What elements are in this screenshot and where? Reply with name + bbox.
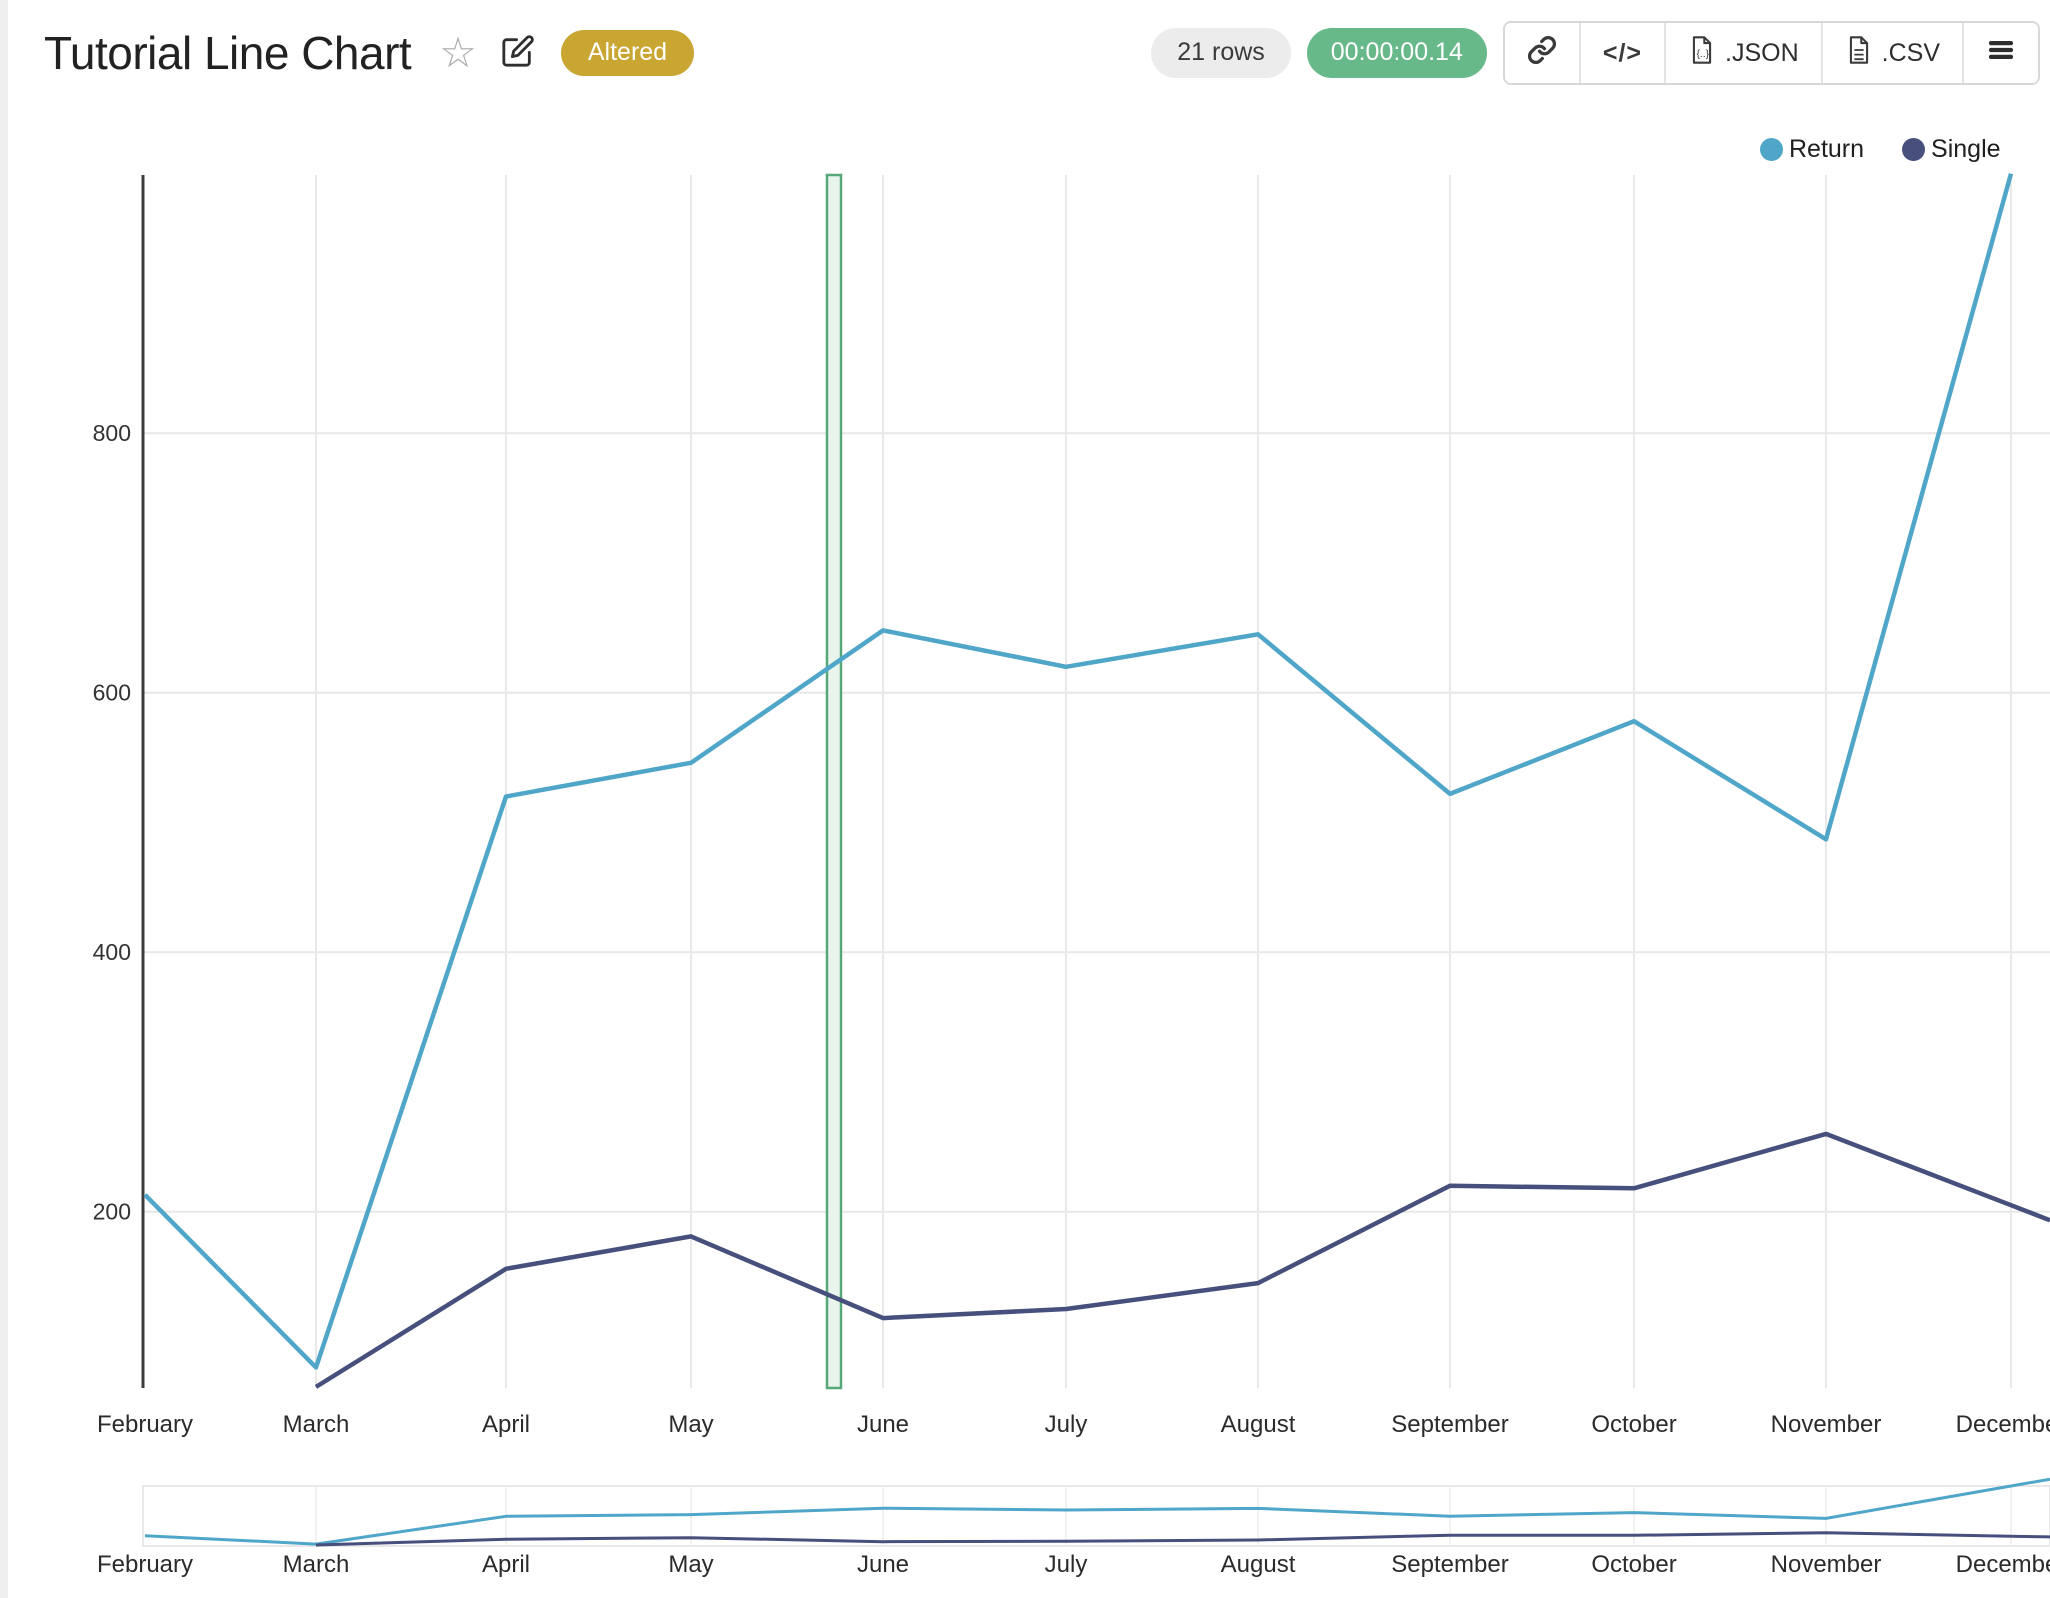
x-tick-label: August bbox=[1221, 1411, 1296, 1438]
export-json-button[interactable]: {..} .JSON bbox=[1664, 23, 1821, 83]
link-icon bbox=[1527, 35, 1557, 72]
x-tick-label: December bbox=[1956, 1411, 2050, 1438]
window-left-edge bbox=[0, 0, 8, 1598]
rangeslider-tick-label: September bbox=[1391, 1551, 1508, 1578]
rangeslider-tick-label: July bbox=[1045, 1551, 1088, 1578]
runtime-badge: 00:00:00.14 bbox=[1306, 28, 1487, 78]
legend-item-return[interactable]: Return bbox=[1760, 135, 1864, 164]
legend-dot-return bbox=[1760, 138, 1783, 161]
highlight-band[interactable] bbox=[825, 173, 843, 1390]
more-menu-button[interactable] bbox=[1962, 23, 2038, 83]
rangeslider-tick-label: October bbox=[1591, 1551, 1676, 1578]
rangeslider-tick-label: December bbox=[1956, 1551, 2050, 1578]
header: Tutorial Line Chart ☆ Altered 21 rows 00… bbox=[8, 0, 2050, 106]
file-json-icon: {..} bbox=[1688, 35, 1716, 72]
y-tick-label: 400 bbox=[93, 939, 131, 965]
chart-legend: Return Single bbox=[1760, 135, 2001, 164]
rangeslider-tick-label: November bbox=[1771, 1551, 1882, 1578]
rangeslider-frame[interactable] bbox=[142, 1485, 2050, 1547]
x-tick-label: February bbox=[97, 1411, 193, 1438]
series-line-single[interactable] bbox=[314, 1131, 2050, 1389]
export-csv-button[interactable]: .CSV bbox=[1820, 23, 1962, 83]
series-line-return[interactable] bbox=[143, 173, 2014, 1370]
copy-link-button[interactable] bbox=[1504, 23, 1579, 83]
star-icon[interactable]: ☆ bbox=[439, 29, 477, 76]
x-tick-label: May bbox=[668, 1411, 713, 1438]
hamburger-icon bbox=[1986, 35, 2016, 72]
row-count-badge: 21 rows bbox=[1151, 28, 1291, 78]
legend-label-return: Return bbox=[1789, 135, 1865, 163]
x-tick-label: November bbox=[1771, 1411, 1882, 1438]
x-tick-label: September bbox=[1391, 1411, 1508, 1438]
rangeslider-tick-label: April bbox=[482, 1551, 530, 1578]
rangeslider-tick-label: June bbox=[857, 1551, 909, 1578]
rangeslider-tick-label: February bbox=[97, 1551, 193, 1578]
x-tick-label: April bbox=[482, 1411, 530, 1438]
x-tick-label: July bbox=[1045, 1411, 1088, 1438]
rangeslider-line-return bbox=[144, 1477, 2050, 1546]
file-csv-icon bbox=[1845, 35, 1873, 72]
rangeslider-tick-label: May bbox=[668, 1551, 713, 1578]
code-icon: </> bbox=[1602, 38, 1643, 67]
edit-pencil-icon bbox=[501, 34, 535, 73]
x-tick-label: June bbox=[857, 1411, 909, 1438]
export-csv-label: .CSV bbox=[1881, 38, 1940, 67]
x-tick-label: March bbox=[283, 1411, 350, 1438]
y-tick-label: 600 bbox=[93, 680, 131, 706]
legend-dot-single bbox=[1902, 138, 1926, 161]
altered-status-badge: Altered bbox=[560, 30, 695, 76]
embed-code-button[interactable]: </> bbox=[1578, 23, 1665, 83]
rangeslider-tick-label: August bbox=[1221, 1551, 1296, 1578]
page-title: Tutorial Line Chart bbox=[44, 27, 412, 79]
legend-label-single: Single bbox=[1931, 135, 2001, 163]
edit-button[interactable] bbox=[501, 34, 535, 73]
export-toolbar: </> {..} .JSON bbox=[1502, 21, 2040, 85]
x-tick-label: October bbox=[1591, 1411, 1676, 1438]
header-right-cluster: 21 rows 00:00:00.14 </> bbox=[1151, 21, 2040, 85]
y-tick-label: 800 bbox=[93, 420, 131, 446]
svg-text:{..}: {..} bbox=[1696, 48, 1709, 59]
rangeslider-tick-label: March bbox=[283, 1551, 350, 1578]
legend-item-single[interactable]: Single bbox=[1902, 135, 2001, 164]
y-tick-label: 200 bbox=[93, 1199, 131, 1225]
export-json-label: .JSON bbox=[1725, 38, 1799, 67]
rangeslider-line-single bbox=[315, 1531, 2050, 1547]
